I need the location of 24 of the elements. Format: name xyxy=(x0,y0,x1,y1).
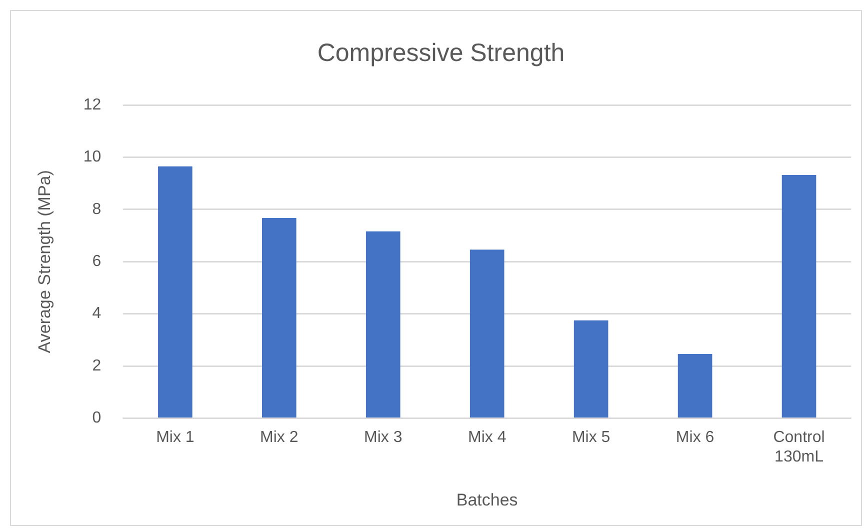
bar xyxy=(262,218,296,418)
bar xyxy=(574,320,608,418)
y-tick-label: 10 xyxy=(83,148,102,166)
bar xyxy=(678,354,712,418)
bar xyxy=(366,231,400,418)
y-tick-label: 8 xyxy=(92,200,102,218)
y-tick-label: 6 xyxy=(92,253,102,270)
x-tick-label: Mix 1 xyxy=(156,429,194,446)
bar xyxy=(470,250,504,418)
y-tick-label: 12 xyxy=(83,96,102,114)
y-tick-label: 4 xyxy=(92,305,102,322)
x-tick-label: Mix 2 xyxy=(260,429,298,446)
bar xyxy=(782,174,816,418)
y-tick-label: 0 xyxy=(92,410,102,427)
y-tick-label: 2 xyxy=(92,357,102,374)
x-tick-label: Mix 5 xyxy=(572,429,610,446)
x-axis-title: Batches xyxy=(456,490,518,510)
x-tick-label: Mix 4 xyxy=(468,429,506,446)
x-tick-label: Mix 3 xyxy=(364,429,402,446)
x-tick-label: Control 130mL xyxy=(773,429,825,466)
x-tick-label: Mix 6 xyxy=(676,429,714,446)
bar xyxy=(158,166,192,418)
chart-title: Compressive Strength xyxy=(317,38,565,67)
y-axis-title: Average Strength (MPa) xyxy=(34,170,54,354)
